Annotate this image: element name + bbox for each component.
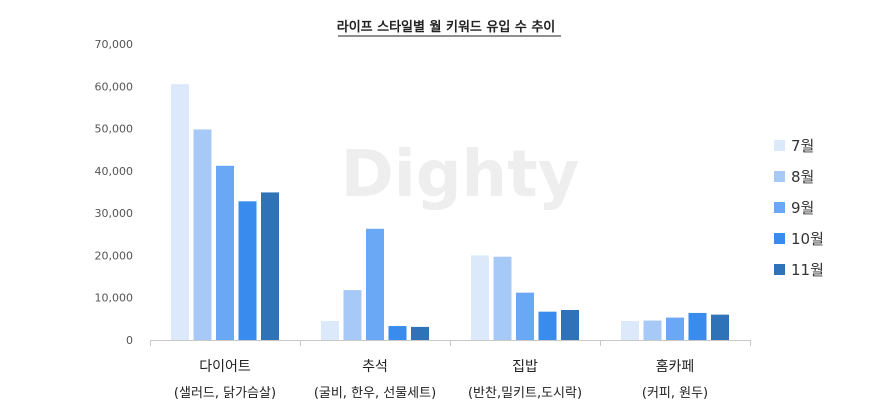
category-label: 추석 — [362, 359, 388, 375]
bar-추석-10월 — [388, 326, 407, 340]
legend-label: 7월 — [791, 137, 814, 155]
legend-swatch-10월 — [774, 233, 785, 244]
y-tick-label: 30,000 — [95, 207, 134, 220]
legend-label: 10월 — [791, 230, 824, 248]
y-tick-label: 40,000 — [95, 165, 134, 178]
chart-title: 라이프 스타일별 월 키워드 유입 수 추이 — [337, 19, 556, 35]
y-tick-label: 20,000 — [95, 249, 134, 262]
category-sublabel: (굴비, 한우, 선물세트) — [314, 386, 436, 401]
bar-홈카페-8월 — [643, 320, 662, 340]
legend-swatch-9월 — [774, 202, 785, 213]
category-label: 홈카페 — [656, 359, 695, 375]
legend-swatch-8월 — [774, 171, 785, 182]
y-tick-label: 10,000 — [95, 292, 134, 305]
bar-집밥-8월 — [493, 256, 512, 340]
legend-swatch-7월 — [774, 140, 785, 151]
legend-swatch-11월 — [774, 264, 785, 275]
bar-추석-7월 — [321, 320, 339, 340]
y-tick-label: 0 — [126, 334, 133, 347]
bar-집밥-7월 — [471, 255, 489, 340]
category-sublabel: (반찬,밀키트,도시락) — [468, 386, 582, 401]
category-sublabel: (커피, 원두) — [642, 386, 708, 401]
bar-다이어트-9월 — [216, 165, 234, 340]
bar-다이어트-7월 — [171, 84, 189, 341]
bar-추석-9월 — [366, 228, 384, 340]
category-sublabel: (샐러드, 닭가슴살) — [174, 386, 276, 401]
y-tick-label: 60,000 — [95, 80, 134, 93]
legend-label: 9월 — [791, 199, 814, 217]
y-tick-label: 50,000 — [95, 123, 134, 136]
bar-홈카페-10월 — [688, 312, 707, 340]
legend-label: 11월 — [791, 261, 824, 279]
category-label: 집밥 — [512, 359, 538, 375]
legend-label: 8월 — [791, 168, 814, 186]
bar-다이어트-11월 — [261, 192, 279, 340]
bar-다이어트-10월 — [238, 201, 257, 340]
bar-추석-11월 — [411, 326, 429, 340]
bar-홈카페-7월 — [621, 320, 639, 340]
y-tick-label: 70,000 — [95, 38, 134, 51]
category-label: 다이어트 — [199, 359, 251, 375]
bar-다이어트-8월 — [193, 129, 212, 340]
bar-집밥-11월 — [561, 309, 579, 340]
bar-홈카페-11월 — [711, 314, 729, 340]
bar-집밥-10월 — [538, 311, 557, 340]
watermark-logo: Dighty — [341, 138, 580, 212]
bar-추석-8월 — [343, 290, 362, 340]
bar-홈카페-9월 — [666, 317, 684, 340]
bar-집밥-9월 — [516, 292, 534, 340]
